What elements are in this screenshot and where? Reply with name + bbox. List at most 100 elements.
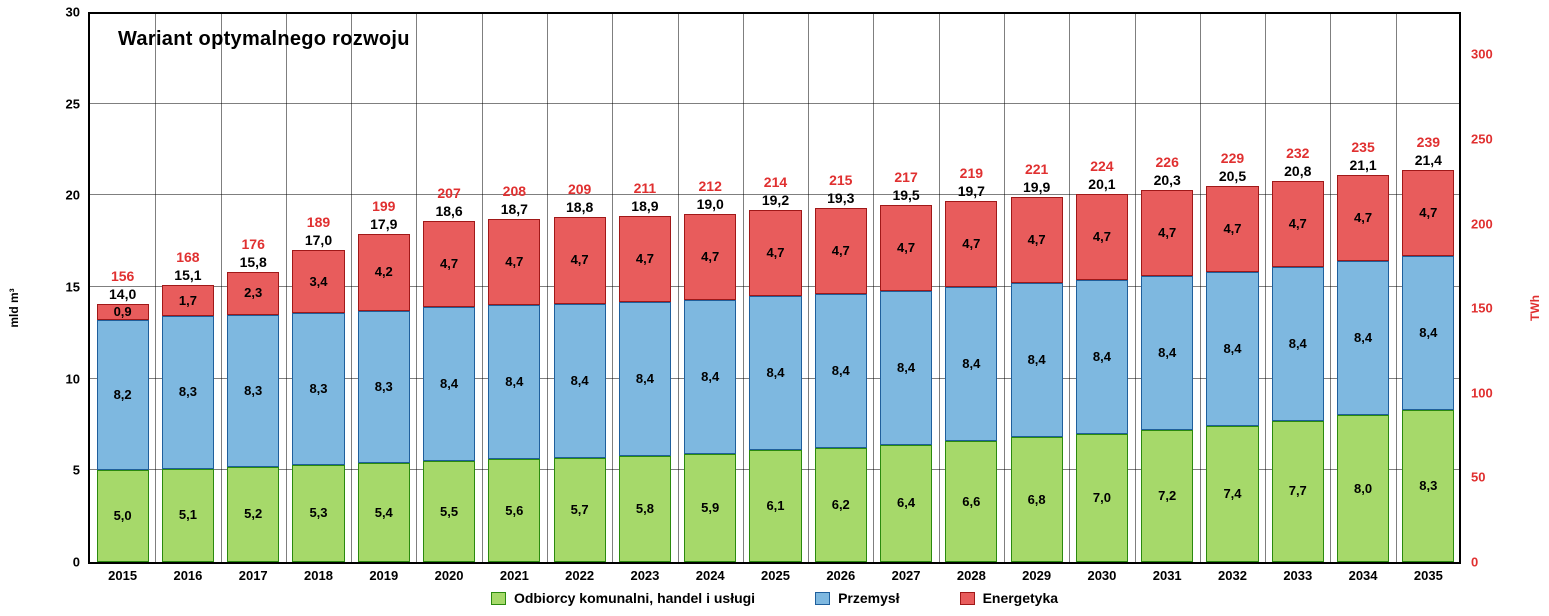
bar-total-label: 19,2: [749, 192, 801, 208]
bar: 5,48,34,217,9199: [358, 12, 410, 562]
x-tick-label: 2015: [108, 562, 137, 583]
bar-segment-label: 2,3: [227, 285, 279, 300]
bar: 5,28,32,315,8176: [227, 12, 279, 562]
bar-segment-label: 4,7: [1011, 232, 1063, 247]
bar-total-label: 21,1: [1337, 157, 1389, 173]
bar-segment-label: 4,7: [684, 249, 736, 264]
bar-segment-label: 4,7: [1337, 210, 1389, 225]
bar-secondary-total-label: 239: [1402, 134, 1454, 150]
y-left-tick: 5: [73, 463, 90, 478]
bar-total-label: 18,7: [488, 201, 540, 217]
bar-secondary-total-label: 235: [1337, 139, 1389, 155]
x-tick-label: 2025: [761, 562, 790, 583]
bar-secondary-total-label: 232: [1272, 145, 1324, 161]
bar-segment-label: 4,7: [749, 245, 801, 260]
bar: 5,98,44,719,0212: [684, 12, 736, 562]
bar-segment-label: 4,7: [619, 251, 671, 266]
bar-total-label: 18,6: [423, 203, 475, 219]
bar: 5,38,33,417,0189: [292, 12, 344, 562]
bar-secondary-total-label: 168: [162, 249, 214, 265]
bar-segment-label: 8,4: [945, 356, 997, 371]
bar: 5,88,44,718,9211: [619, 12, 671, 562]
bar-segment-label: 8,4: [1141, 345, 1193, 360]
bar-secondary-total-label: 211: [619, 180, 671, 196]
y-right-tick: 300: [1461, 47, 1493, 62]
bar-segment-label: 7,2: [1141, 488, 1193, 503]
bar-segment-label: 5,8: [619, 501, 671, 516]
bar-segment-label: 5,4: [358, 505, 410, 520]
x-tick-label: 2035: [1414, 562, 1443, 583]
bar-segment-label: 5,7: [554, 502, 606, 517]
chart-title: Wariant optymalnego rozwoju: [118, 28, 410, 51]
bar: 6,18,44,719,2214: [749, 12, 801, 562]
bar-secondary-total-label: 224: [1076, 158, 1128, 174]
bar-secondary-total-label: 217: [880, 169, 932, 185]
legend-swatch: [491, 592, 506, 605]
bar-total-label: 15,1: [162, 267, 214, 283]
bar-segment-label: 8,4: [1402, 325, 1454, 340]
bar-secondary-total-label: 215: [815, 172, 867, 188]
bar: 5,18,31,715,1168: [162, 12, 214, 562]
bar-total-label: 19,9: [1011, 179, 1063, 195]
x-tick-label: 2031: [1153, 562, 1182, 583]
bar-total-label: 19,5: [880, 187, 932, 203]
bar-segment-label: 8,4: [1206, 341, 1258, 356]
x-tick-label: 2018: [304, 562, 333, 583]
bar: 6,88,44,719,9221: [1011, 12, 1063, 562]
bar-segment-label: 8,3: [292, 381, 344, 396]
legend-item: Przemysł: [815, 590, 899, 606]
bar: 5,78,44,718,8209: [554, 12, 606, 562]
x-tick-label: 2030: [1087, 562, 1116, 583]
bar-segment-label: 8,4: [488, 374, 540, 389]
bar-secondary-total-label: 229: [1206, 150, 1258, 166]
x-tick-label: 2024: [696, 562, 725, 583]
bar: 8,38,44,721,4239: [1402, 12, 1454, 562]
bar-segment-label: 8,3: [1402, 478, 1454, 493]
bar-segment-label: 4,7: [880, 240, 932, 255]
y-axis-right-label: TWh: [1528, 295, 1542, 321]
y-left-tick: 15: [66, 280, 90, 295]
bar-segment-label: 8,3: [358, 379, 410, 394]
x-tick-label: 2033: [1283, 562, 1312, 583]
bar-segment-label: 6,1: [749, 498, 801, 513]
x-tick-label: 2032: [1218, 562, 1247, 583]
bar-total-label: 14,0: [97, 286, 149, 302]
bar: 6,48,44,719,5217: [880, 12, 932, 562]
bar: 7,28,44,720,3226: [1141, 12, 1193, 562]
bar-total-label: 20,5: [1206, 168, 1258, 184]
bar-segment-label: 4,7: [1141, 225, 1193, 240]
bar-total-label: 18,9: [619, 198, 671, 214]
x-tick-label: 2034: [1349, 562, 1378, 583]
bar-segment-label: 8,4: [1076, 349, 1128, 364]
bar-segment-label: 8,4: [880, 360, 932, 375]
bar-segment-label: 7,7: [1272, 483, 1324, 498]
bar-total-label: 20,3: [1141, 172, 1193, 188]
y-right-tick: 150: [1461, 301, 1493, 316]
bar-secondary-total-label: 156: [97, 268, 149, 284]
bar-segment-label: 4,2: [358, 264, 410, 279]
bar-segment-label: 8,4: [1272, 336, 1324, 351]
y-left-tick: 30: [66, 5, 90, 20]
legend-label: Przemysł: [838, 590, 899, 606]
bar-segment-label: 7,0: [1076, 490, 1128, 505]
bar-total-label: 20,1: [1076, 176, 1128, 192]
bar-segment-label: 7,4: [1206, 486, 1258, 501]
bar: 5,08,20,914,0156: [97, 12, 149, 562]
x-tick-label: 2017: [239, 562, 268, 583]
bar-total-label: 17,0: [292, 232, 344, 248]
y-left-tick: 10: [66, 371, 90, 386]
bar-segment-label: 4,7: [488, 254, 540, 269]
x-tick-label: 2016: [173, 562, 202, 583]
x-tick-label: 2029: [1022, 562, 1051, 583]
y-right-tick: 200: [1461, 216, 1493, 231]
y-right-tick: 50: [1461, 470, 1485, 485]
y-left-tick: 25: [66, 96, 90, 111]
bar-total-label: 18,8: [554, 199, 606, 215]
bar-segment-label: 8,4: [749, 365, 801, 380]
bar: 7,08,44,720,1224: [1076, 12, 1128, 562]
legend-swatch: [960, 592, 975, 605]
bar-segment-label: 3,4: [292, 274, 344, 289]
bar: 7,48,44,720,5229: [1206, 12, 1258, 562]
bar-segment-label: 0,9: [97, 304, 149, 319]
bar-segment-label: 4,7: [945, 236, 997, 251]
